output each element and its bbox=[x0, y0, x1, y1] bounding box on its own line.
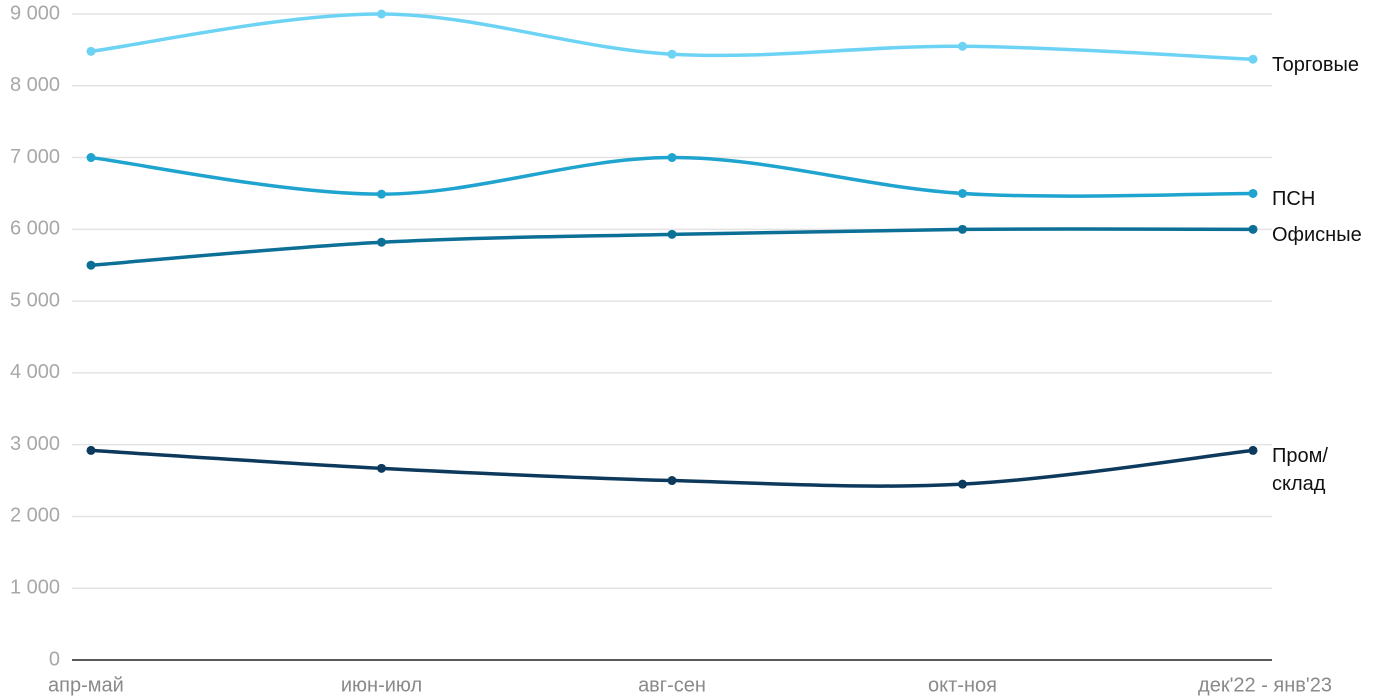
y-tick-label: 5 000 bbox=[10, 289, 60, 311]
series-line bbox=[90, 155, 1254, 198]
data-point bbox=[86, 46, 96, 56]
y-tick-label: 3 000 bbox=[10, 433, 60, 455]
x-tick-label: дек'22 - янв'23 bbox=[1198, 674, 1332, 696]
data-point bbox=[86, 445, 96, 455]
data-point bbox=[667, 229, 677, 239]
x-tick-label: июн-июл bbox=[341, 674, 422, 696]
data-point bbox=[86, 260, 96, 270]
data-point bbox=[958, 41, 967, 51]
x-tick-label: апр-май bbox=[48, 674, 124, 696]
data-point bbox=[958, 479, 967, 489]
series-label: Пром/ склад bbox=[1272, 445, 1328, 496]
series-label: Торговые bbox=[1272, 54, 1360, 77]
y-tick-label: 7 000 bbox=[10, 146, 60, 168]
data-point bbox=[958, 224, 967, 234]
series-label: ПСН bbox=[1272, 188, 1316, 211]
x-tick-label: авг-сен bbox=[638, 674, 706, 696]
data-point bbox=[86, 153, 96, 163]
data-point bbox=[667, 153, 677, 163]
y-tick-label: 6 000 bbox=[10, 218, 60, 240]
data-point bbox=[1248, 224, 1258, 234]
data-point bbox=[667, 476, 677, 486]
y-tick-label: 2 000 bbox=[10, 505, 60, 527]
data-point bbox=[958, 188, 967, 198]
y-tick-label: 1 000 bbox=[10, 577, 60, 599]
series-label: Офисные bbox=[1272, 224, 1362, 247]
data-point bbox=[377, 9, 386, 19]
y-tick-label: 9 000 bbox=[10, 2, 60, 24]
y-tick-label: 8 000 bbox=[10, 74, 60, 96]
x-tick-label: окт-ноя bbox=[928, 674, 997, 696]
data-point bbox=[1248, 188, 1258, 198]
data-point bbox=[377, 189, 386, 199]
y-tick-label: 0 bbox=[49, 648, 60, 670]
data-point bbox=[1248, 445, 1258, 455]
data-point bbox=[377, 463, 386, 473]
data-point bbox=[667, 49, 677, 59]
y-tick-label: 4 000 bbox=[10, 361, 60, 383]
data-point bbox=[377, 237, 386, 247]
data-point bbox=[1248, 54, 1258, 64]
